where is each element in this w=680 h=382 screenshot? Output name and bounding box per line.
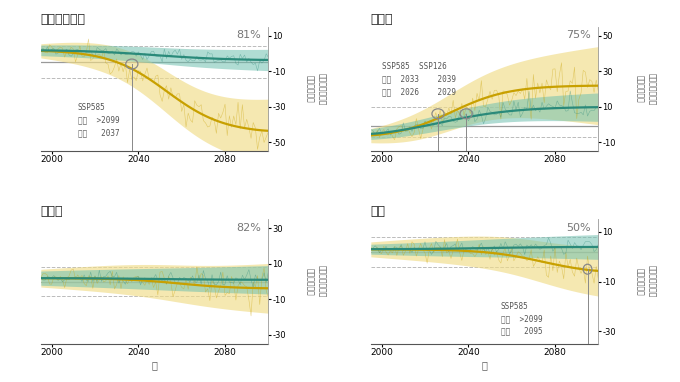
Text: ダイズ: ダイズ (41, 205, 63, 218)
Text: 75%: 75% (566, 31, 592, 40)
Text: 81%: 81% (237, 31, 261, 40)
Y-axis label: 平均収量の変化
（対現在％）: 平均収量の変化 （対現在％） (636, 73, 656, 105)
Y-axis label: 平均収量の変化
（対現在％）: 平均収量の変化 （対現在％） (636, 265, 656, 298)
Text: SSP585
前回  >2099
今回   2095: SSP585 前回 >2099 今回 2095 (501, 301, 543, 335)
X-axis label: 年: 年 (481, 360, 488, 370)
Text: トウモロコシ: トウモロコシ (41, 13, 86, 26)
Text: 82%: 82% (237, 223, 261, 233)
Text: 50%: 50% (566, 223, 591, 233)
Text: コメ: コメ (371, 205, 386, 218)
Y-axis label: 平均収量の変化
（対現在％）: 平均収量の変化 （対現在％） (305, 265, 326, 298)
Y-axis label: 平均収量の変化
（対現在％）: 平均収量の変化 （対現在％） (305, 73, 326, 105)
Text: SSP585  SSP126
前回  2033    2039
今回  2026    2029: SSP585 SSP126 前回 2033 2039 今回 2026 2029 (381, 62, 456, 96)
X-axis label: 年: 年 (152, 360, 158, 370)
Text: コムギ: コムギ (371, 13, 393, 26)
Text: SSP585
前回  >2099
今回   2037: SSP585 前回 >2099 今回 2037 (78, 103, 119, 137)
